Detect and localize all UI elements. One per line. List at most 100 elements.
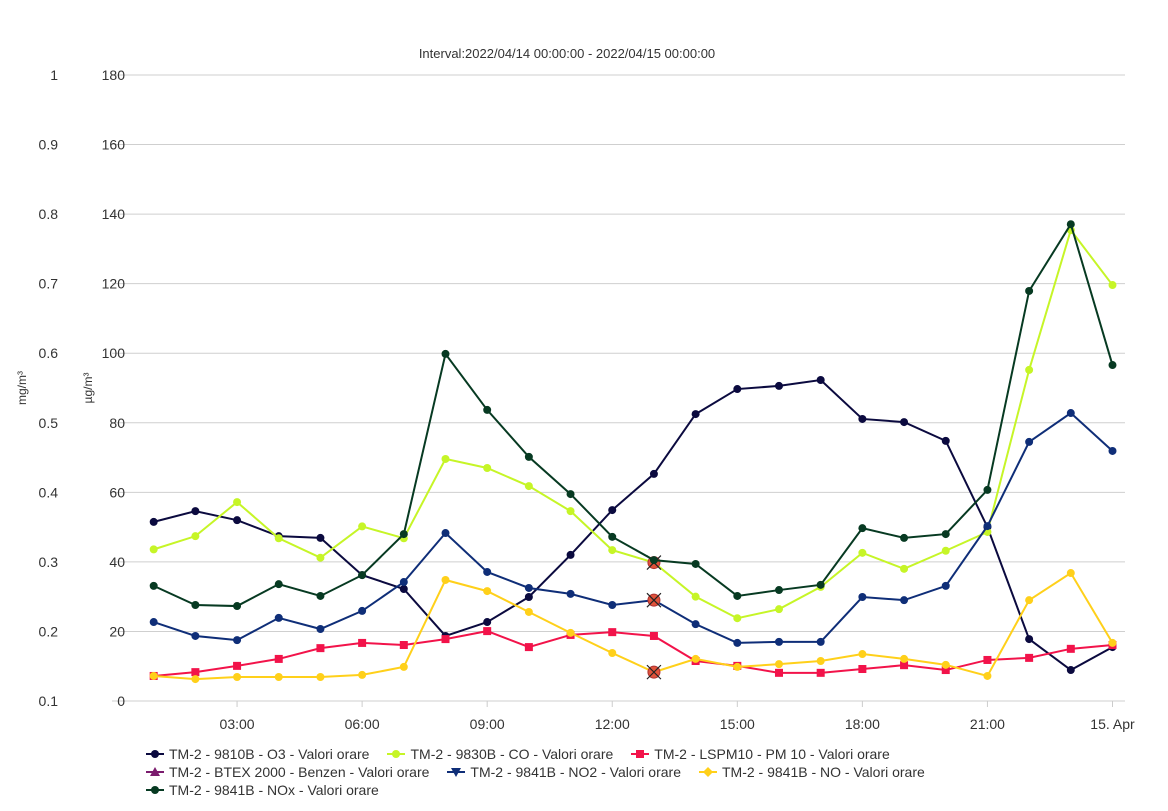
data-point[interactable]: [483, 405, 492, 414]
data-point[interactable]: [858, 524, 867, 533]
data-point[interactable]: [983, 485, 992, 494]
data-point[interactable]: [149, 581, 158, 590]
data-point[interactable]: [858, 650, 867, 659]
data-point[interactable]: [608, 506, 617, 515]
data-point[interactable]: [941, 666, 950, 675]
data-point[interactable]: [900, 596, 909, 605]
data-point[interactable]: [233, 636, 242, 645]
data-point[interactable]: [983, 671, 992, 680]
data-point[interactable]: [358, 670, 367, 679]
data-point[interactable]: [608, 532, 617, 541]
data-point[interactable]: [774, 605, 783, 614]
data-point[interactable]: [774, 668, 783, 677]
data-point[interactable]: [524, 607, 533, 616]
data-point[interactable]: [983, 655, 992, 664]
data-point[interactable]: [900, 418, 909, 427]
legend-item[interactable]: TM-2 - 9841B - NO - Valori orare: [699, 763, 925, 781]
data-point[interactable]: [774, 586, 783, 595]
data-point[interactable]: [524, 452, 533, 461]
data-point[interactable]: [191, 668, 200, 677]
data-point[interactable]: [274, 580, 283, 589]
data-point[interactable]: [816, 637, 825, 646]
data-point[interactable]: [733, 591, 742, 600]
legend-item[interactable]: TM-2 - 9841B - NO2 - Valori orare: [447, 763, 681, 781]
data-point[interactable]: [1025, 437, 1034, 446]
legend-marker[interactable]: [703, 767, 713, 777]
data-point[interactable]: [524, 643, 533, 652]
data-point[interactable]: [816, 668, 825, 677]
data-point[interactable]: [691, 654, 700, 663]
data-point[interactable]: [399, 641, 408, 650]
data-point[interactable]: [1108, 638, 1117, 647]
legend-marker[interactable]: [151, 750, 159, 758]
data-point[interactable]: [1066, 666, 1075, 675]
data-point[interactable]: [358, 571, 367, 580]
data-point[interactable]: [316, 673, 325, 682]
data-point[interactable]: [191, 631, 200, 640]
data-point[interactable]: [858, 548, 867, 557]
data-point[interactable]: [858, 665, 867, 674]
data-point[interactable]: [608, 649, 617, 658]
data-point[interactable]: [1025, 596, 1034, 605]
data-point[interactable]: [566, 550, 575, 559]
data-point[interactable]: [1108, 361, 1117, 370]
data-point[interactable]: [858, 593, 867, 602]
data-point[interactable]: [649, 631, 658, 640]
data-point[interactable]: [399, 585, 408, 594]
data-point[interactable]: [858, 414, 867, 423]
data-point[interactable]: [1066, 409, 1075, 418]
data-point[interactable]: [191, 532, 200, 541]
data-point[interactable]: [358, 638, 367, 647]
data-point[interactable]: [941, 530, 950, 539]
data-point[interactable]: [649, 556, 658, 565]
data-point[interactable]: [566, 589, 575, 598]
data-point[interactable]: [316, 625, 325, 634]
data-point[interactable]: [316, 553, 325, 562]
data-point[interactable]: [774, 381, 783, 390]
data-point[interactable]: [733, 614, 742, 623]
data-point[interactable]: [274, 534, 283, 543]
data-point[interactable]: [441, 575, 450, 584]
data-point[interactable]: [941, 436, 950, 445]
data-point[interactable]: [524, 583, 533, 592]
data-point[interactable]: [483, 618, 492, 627]
data-point[interactable]: [233, 661, 242, 670]
data-point[interactable]: [941, 546, 950, 555]
data-point[interactable]: [149, 517, 158, 526]
data-point[interactable]: [733, 662, 742, 671]
data-point[interactable]: [900, 661, 909, 670]
data-point[interactable]: [233, 673, 242, 682]
legend-marker[interactable]: [150, 767, 160, 776]
legend-marker[interactable]: [151, 786, 159, 794]
legend-item[interactable]: TM-2 - LSPM10 - PM 10 - Valori orare: [631, 745, 890, 763]
data-point[interactable]: [1025, 365, 1034, 374]
data-point[interactable]: [316, 644, 325, 653]
data-point[interactable]: [441, 349, 450, 358]
data-point[interactable]: [608, 601, 617, 610]
data-point[interactable]: [816, 580, 825, 589]
data-point[interactable]: [1025, 653, 1034, 662]
data-point[interactable]: [233, 602, 242, 611]
data-point[interactable]: [483, 587, 492, 596]
data-point[interactable]: [608, 546, 617, 555]
data-point[interactable]: [524, 593, 533, 602]
legend-item[interactable]: TM-2 - 9841B - NOx - Valori orare: [146, 781, 379, 799]
data-point[interactable]: [691, 592, 700, 601]
data-point[interactable]: [274, 673, 283, 682]
data-point[interactable]: [524, 482, 533, 491]
data-point[interactable]: [566, 628, 575, 637]
legend-item[interactable]: TM-2 - 9810B - O3 - Valori orare: [146, 745, 369, 763]
data-point[interactable]: [691, 620, 700, 629]
data-point[interactable]: [316, 591, 325, 600]
data-point[interactable]: [191, 675, 200, 684]
data-point[interactable]: [774, 660, 783, 669]
data-point[interactable]: [608, 628, 617, 637]
legend-marker[interactable]: [636, 750, 645, 758]
data-point[interactable]: [483, 567, 492, 576]
data-point[interactable]: [358, 606, 367, 615]
legend-item[interactable]: TM-2 - BTEX 2000 - Benzen - Valori orare: [146, 763, 429, 781]
data-point[interactable]: [191, 601, 200, 610]
data-point[interactable]: [358, 522, 367, 531]
data-point[interactable]: [941, 581, 950, 590]
legend-marker[interactable]: [392, 750, 401, 758]
